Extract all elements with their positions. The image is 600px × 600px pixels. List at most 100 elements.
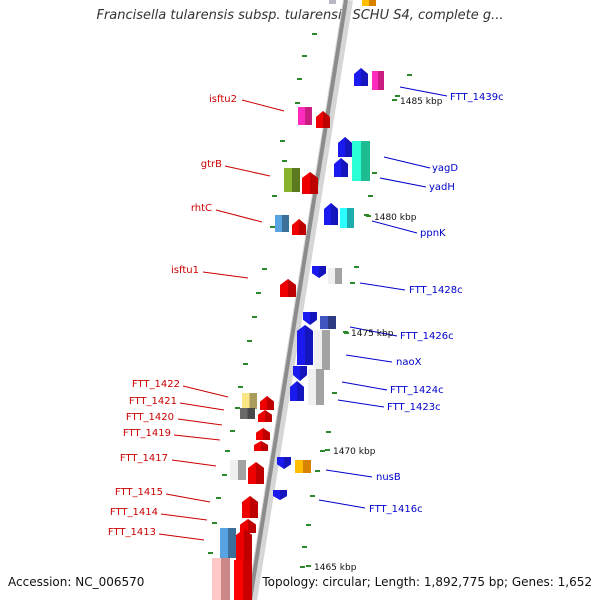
gene-arrow <box>300 366 307 381</box>
leader-line <box>341 381 388 391</box>
gene-block <box>221 558 230 600</box>
gene-arrow <box>310 172 318 194</box>
gene-label-right: FTT_1426c <box>400 331 454 342</box>
gene-block <box>303 460 311 473</box>
leader-line <box>173 434 221 441</box>
gene-arrow <box>361 68 368 86</box>
position-tick <box>297 78 302 80</box>
position-tick <box>243 363 248 365</box>
gene-arrow <box>305 325 313 365</box>
gene-block <box>352 141 361 181</box>
gene-block <box>249 393 257 409</box>
kbp-tick <box>306 565 311 567</box>
gene-block <box>305 107 312 125</box>
gene-block <box>316 369 324 405</box>
leader-line <box>383 156 431 169</box>
gene-block <box>228 528 236 558</box>
position-tick <box>235 407 240 409</box>
position-tick <box>332 392 337 394</box>
position-tick <box>407 74 412 76</box>
leader-line <box>349 326 398 337</box>
position-tick <box>312 33 317 35</box>
gene-arrow <box>299 219 306 235</box>
kbp-label: 1475 kbp <box>351 329 394 339</box>
leader-line <box>215 209 263 223</box>
leader-line <box>177 418 223 426</box>
topology-text: Topology: circular; Length: 1,892,775 bp… <box>262 575 592 589</box>
gene-block <box>230 460 238 480</box>
position-tick <box>368 195 373 197</box>
gene-arrow <box>267 396 274 410</box>
gene-label-right: FTT_1439c <box>450 92 504 103</box>
gene-block <box>212 558 221 600</box>
leader-line <box>202 271 249 279</box>
gene-block <box>220 528 228 558</box>
gene-arrow <box>265 410 272 422</box>
position-tick <box>395 95 400 97</box>
gene-label-right: yagD <box>432 163 458 174</box>
position-tick <box>208 552 213 554</box>
position-tick <box>256 292 261 294</box>
gene-label-left: FTT_1415 <box>115 487 163 498</box>
gene-label-right: nusB <box>376 472 401 483</box>
kbp-label: 1465 kbp <box>314 563 357 573</box>
gene-block <box>282 215 289 232</box>
gene-block <box>247 408 255 419</box>
gene-block <box>329 0 336 4</box>
gene-block <box>243 560 252 600</box>
gene-label-right: FTT_1416c <box>369 504 423 515</box>
position-tick <box>350 282 355 284</box>
kbp-label: 1480 kbp <box>374 213 417 223</box>
kbp-tick <box>325 449 330 451</box>
gene-label-right: naoX <box>396 357 422 368</box>
gene-label-left: FTT_1421 <box>129 396 177 407</box>
gene-arrow <box>341 158 348 177</box>
leader-line <box>158 533 205 541</box>
gene-block <box>361 141 370 181</box>
gene-block <box>322 0 329 4</box>
gene-block <box>238 460 246 480</box>
position-tick <box>295 102 300 104</box>
gene-label-left: FTT_1417 <box>120 453 168 464</box>
leader-line <box>337 399 385 408</box>
leader-line <box>379 177 427 188</box>
position-tick <box>262 268 267 270</box>
leader-line <box>241 99 285 112</box>
gene-arrow <box>297 381 304 401</box>
gene-label-left: FTT_1414 <box>110 507 158 518</box>
gene-arrow <box>310 312 317 325</box>
gene-block <box>328 316 336 329</box>
gene-layer <box>212 0 384 600</box>
position-tick <box>252 316 257 318</box>
gene-block <box>240 408 248 419</box>
gene-arrow <box>284 457 291 469</box>
gene-label-right: FTT_1424c <box>390 385 444 396</box>
position-tick <box>225 450 230 452</box>
accession-text: Accession: NC_006570 <box>8 575 145 589</box>
gene-arrow <box>250 496 258 518</box>
leader-line <box>318 499 366 509</box>
gene-arrow <box>331 203 338 225</box>
gene-arrow <box>345 137 352 157</box>
leader-line <box>399 86 448 97</box>
gene-block <box>314 330 322 370</box>
position-tick <box>315 470 320 472</box>
gene-block <box>308 369 316 405</box>
gene-label-right: yadH <box>429 182 455 193</box>
kbp-tick <box>343 331 348 333</box>
position-tick <box>372 172 377 174</box>
kbp-label: 1485 kbp <box>400 97 443 107</box>
gene-block <box>378 71 384 90</box>
gene-block <box>320 316 328 329</box>
kbp-label: 1470 kbp <box>333 447 376 457</box>
gene-arrow <box>256 462 264 484</box>
gene-label-left: gtrB <box>201 159 222 170</box>
gene-label-left: isftu1 <box>171 265 199 276</box>
position-tick <box>310 495 315 497</box>
gene-arrow <box>263 428 270 440</box>
gene-arrow <box>244 529 252 561</box>
position-tick <box>320 450 325 452</box>
position-tick <box>300 566 305 568</box>
position-tick <box>270 226 275 228</box>
